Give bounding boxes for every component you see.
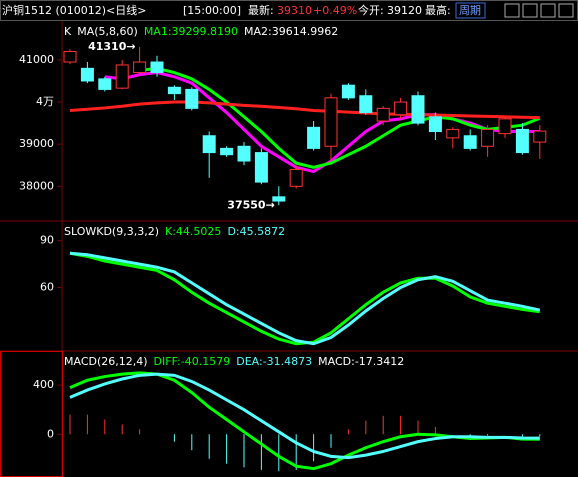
annotation: 37550→	[227, 198, 275, 211]
latest-price: 39310	[277, 4, 312, 17]
panel-label: K	[64, 25, 72, 38]
y-tick-label: 400	[33, 378, 54, 391]
y-tick-label: 60	[40, 281, 54, 294]
panel-label: MACD:-17.3412	[318, 355, 404, 368]
latest-label: 最新:	[248, 3, 274, 17]
candle-body	[63, 50, 77, 63]
open-price: 39120	[387, 4, 422, 17]
candle-body	[394, 101, 408, 116]
candle-body	[341, 84, 355, 99]
nav-button[interactable]	[504, 3, 520, 18]
annotation: 41310→	[88, 40, 136, 53]
candle-body	[463, 135, 477, 149]
candle-body	[411, 95, 425, 124]
candle-body	[115, 64, 129, 89]
candle-body	[98, 78, 112, 90]
y-tick-label: 39000	[19, 137, 54, 150]
candle-body	[498, 118, 512, 135]
candle-body	[359, 95, 373, 114]
symbol: 沪铜1512 (010012)<日线>	[2, 3, 147, 17]
candle-body	[133, 61, 147, 74]
candle-body	[254, 152, 268, 183]
candle-body	[481, 128, 495, 147]
candle-body	[185, 88, 199, 109]
candle-body	[289, 168, 303, 187]
candle-body	[167, 86, 181, 95]
panel-label: MA1:39299.8190	[144, 25, 238, 38]
period-button[interactable]	[455, 2, 486, 19]
candle-body	[324, 97, 338, 147]
panel-label: SLOWKD(9,3,3,2)	[64, 225, 159, 238]
y-tick-label: 38000	[19, 179, 54, 192]
nav-button[interactable]	[540, 3, 556, 18]
line-series	[69, 372, 540, 460]
nav-button[interactable]	[558, 3, 574, 18]
panel-label: MA2:39614.9962	[244, 25, 338, 38]
panel-label: DIFF:-40.1579	[154, 355, 231, 368]
y-tick-label: 4万	[36, 95, 54, 108]
candle-body	[515, 128, 529, 154]
candle-body	[446, 128, 460, 139]
candle-body	[237, 145, 251, 162]
high-label: 最高:	[425, 3, 451, 17]
panel-label: K:44.5025	[165, 225, 221, 238]
candle-body	[307, 126, 321, 149]
y-tick-label: 90	[40, 234, 54, 247]
nav-button[interactable]	[522, 3, 538, 18]
line-series	[139, 66, 541, 169]
candle-body	[533, 130, 547, 143]
time: [15:00:00]	[183, 4, 241, 17]
candle-body	[80, 67, 94, 82]
candle-body	[202, 135, 216, 154]
candle-body	[376, 107, 390, 122]
open-label: 今开:	[358, 3, 384, 17]
y-tick-label: 0	[47, 427, 54, 440]
candle-body	[220, 147, 234, 156]
candle-body	[428, 116, 442, 133]
line-series	[69, 100, 540, 120]
candle-body	[272, 196, 286, 202]
panel-label: DEA:-31.4873	[236, 355, 312, 368]
period-button-label[interactable]: 周期	[459, 4, 481, 17]
panel-label: MACD(26,12,4)	[64, 355, 148, 368]
change: +0.49%	[313, 4, 357, 17]
line-series	[69, 251, 541, 346]
panel-label: MA(5,8,60)	[77, 25, 138, 38]
candle-body	[150, 61, 164, 74]
panel-label: D:45.5872	[227, 225, 285, 238]
y-tick-label: 41000	[19, 53, 54, 66]
